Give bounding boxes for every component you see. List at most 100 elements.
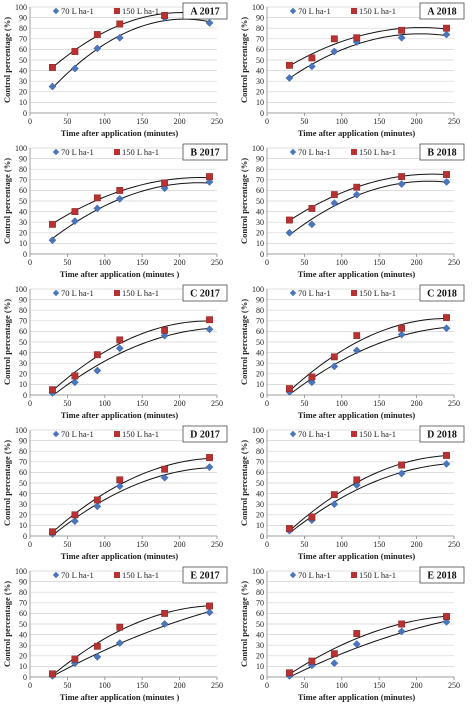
panel-title: B 2017 [190, 148, 219, 159]
data-point-square [353, 630, 361, 637]
x-tick-label: 50 [63, 399, 71, 408]
data-point-diamond [115, 194, 124, 203]
data-point-square [116, 623, 124, 631]
data-point-diamond [70, 378, 79, 387]
y-axis-title: Control percentage (%) [2, 17, 12, 103]
panel-title-box [419, 566, 465, 584]
trend-line-series-1 [52, 611, 210, 677]
y-tick-label: 60 [256, 327, 264, 336]
y-tick-label: 100 [252, 567, 264, 576]
x-tick-label: 100 [99, 681, 111, 690]
x-tick-label: 100 [336, 399, 348, 408]
data-point-diamond [205, 19, 214, 27]
x-tick-label: 0 [28, 258, 32, 267]
y-tick-label: 80 [256, 588, 264, 597]
panel-title: A 2018 [427, 7, 456, 18]
y-tick-label: 90 [19, 295, 27, 304]
data-point-square [116, 336, 124, 344]
data-point-diamond [70, 217, 79, 226]
y-tick-label: 80 [256, 165, 264, 174]
x-tick-label: 0 [265, 117, 269, 126]
y-tick-label: 50 [256, 197, 264, 206]
x-tick-label: 0 [28, 540, 32, 549]
x-tick-label: 50 [300, 540, 308, 549]
y-tick-label: 70 [256, 458, 264, 467]
y-tick-label: 70 [256, 176, 264, 185]
y-tick-label: 70 [256, 599, 264, 608]
x-tick-label: 100 [336, 258, 348, 267]
x-tick-label: 200 [174, 258, 186, 267]
data-point-square [71, 48, 79, 55]
y-tick-label: 50 [19, 338, 27, 347]
data-point-square [353, 332, 361, 340]
y-tick-label: 10 [256, 662, 264, 671]
chart-panel: 0 10 20 30 40 50 60 70 80 90 100 0 50 100 150 200 250 Tim… [0, 423, 237, 564]
trend-line-series-1 [52, 327, 210, 396]
trend-line-series-1 [52, 467, 210, 536]
trend-line-series-2 [289, 615, 447, 675]
trend-line-series-2 [289, 173, 447, 221]
data-point-square [353, 476, 361, 484]
data-point-diamond [93, 366, 102, 375]
legend-label: 70 L ha-1 [298, 6, 331, 16]
legend-marker-diamond [52, 289, 60, 297]
y-tick-label: 30 [19, 641, 27, 650]
legend-marker-diamond [52, 148, 60, 156]
y-tick-label: 10 [256, 521, 264, 530]
x-axis-title: Time after application (minutes) [61, 128, 179, 138]
data-point-square [71, 655, 79, 663]
y-tick-label: 30 [256, 359, 264, 368]
x-tick-label: 200 [174, 681, 186, 690]
data-point-square [71, 208, 79, 216]
y-tick-label: 0 [23, 250, 27, 259]
x-tick-label: 100 [99, 258, 111, 267]
legend-marker-diamond [289, 7, 297, 15]
y-tick-label: 40 [19, 66, 27, 75]
x-tick-label: 0 [265, 681, 269, 690]
data-point-square [93, 31, 101, 38]
data-point-square [443, 314, 450, 322]
y-tick-label: 60 [256, 186, 264, 195]
x-tick-label: 200 [411, 399, 423, 408]
y-tick-label: 100 [15, 285, 27, 294]
data-point-diamond [397, 180, 406, 188]
y-tick-label: 70 [19, 176, 27, 185]
x-tick-label: 50 [63, 681, 71, 690]
data-point-square [308, 657, 316, 665]
x-axis-title: Time after application (minutes ) [60, 692, 180, 702]
legend-marker-diamond [289, 148, 297, 156]
y-axis-title: Control percentage (%) [239, 17, 249, 103]
panel-title: C 2018 [427, 289, 457, 300]
y-tick-label: 10 [256, 380, 264, 389]
legend-label: 150 L ha-1 [122, 429, 159, 439]
y-axis-title: Control percentage (%) [2, 299, 12, 385]
legend-label: 150 L ha-1 [122, 6, 159, 16]
x-tick-label: 200 [411, 258, 423, 267]
y-tick-label: 70 [19, 599, 27, 608]
legend-marker-diamond [289, 571, 297, 579]
y-tick-label: 10 [19, 521, 27, 530]
data-point-square [71, 511, 79, 519]
data-point-square [49, 528, 56, 536]
x-tick-label: 100 [99, 117, 111, 126]
panel-title-box [182, 143, 228, 161]
data-point-square [161, 465, 169, 473]
x-tick-label: 150 [136, 681, 148, 690]
x-tick-label: 250 [211, 399, 223, 408]
trend-line-series-1 [289, 33, 447, 79]
trend-line-series-2 [52, 457, 210, 533]
data-point-square [206, 602, 213, 610]
legend-label: 70 L ha-1 [61, 570, 94, 580]
y-tick-label: 80 [256, 447, 264, 456]
x-axis-title: Time after application (minutes) [61, 410, 179, 420]
legend-label: 70 L ha-1 [298, 429, 331, 439]
data-point-diamond [352, 640, 361, 649]
y-tick-label: 40 [256, 489, 264, 498]
y-tick-label: 10 [19, 662, 27, 671]
y-tick-label: 90 [19, 436, 27, 445]
legend-marker-diamond [289, 430, 297, 438]
data-point-diamond [330, 659, 339, 668]
data-point-diamond [205, 325, 214, 334]
